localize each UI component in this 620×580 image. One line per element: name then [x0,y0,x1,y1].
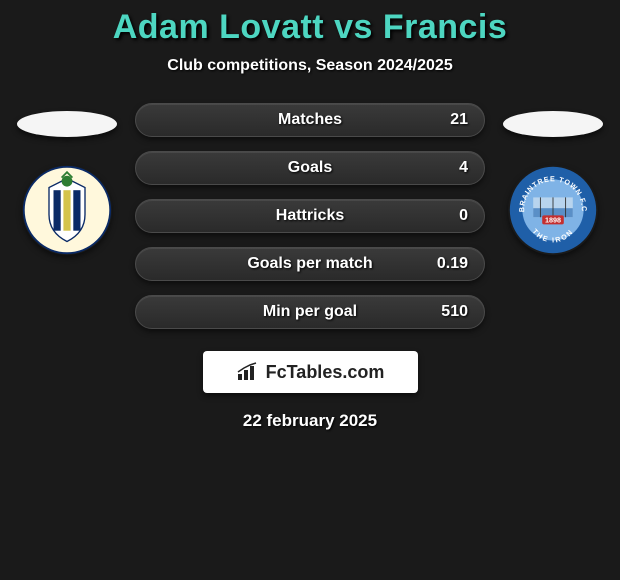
stat-label: Hattricks [276,207,344,225]
logo-text: FcTables.com [266,362,385,383]
stat-label: Goals per match [247,255,372,273]
right-player-placeholder [503,111,603,137]
page-title: Adam Lovatt vs Francis [0,8,620,47]
stat-bar-goals-per-match: Goals per match 0.19 [135,247,485,281]
stat-right: 4 [459,159,468,177]
stat-right: 0 [459,207,468,225]
stat-bar-min-per-goal: Min per goal 510 [135,295,485,329]
stat-label: Min per goal [263,303,357,321]
subtitle: Club competitions, Season 2024/2025 [0,57,620,75]
stat-right: 0.19 [437,255,468,273]
right-club-badge: BRAINTREE TOWN F.C THE IRON 1898 [508,165,598,255]
main-row: Matches 21 Goals 4 Hattricks 0 Goals per… [0,103,620,329]
source-logo[interactable]: FcTables.com [203,351,418,393]
left-player-placeholder [17,111,117,137]
left-player-col [17,103,117,255]
stat-bar-matches: Matches 21 [135,103,485,137]
club-year: 1898 [545,216,561,225]
stat-bar-hattricks: Hattricks 0 [135,199,485,233]
stat-right: 510 [441,303,468,321]
left-club-badge [22,165,112,255]
right-player-col: BRAINTREE TOWN F.C THE IRON 1898 [503,103,603,255]
stats-column: Matches 21 Goals 4 Hattricks 0 Goals per… [135,103,485,329]
chart-icon [236,362,260,382]
stat-bar-goals: Goals 4 [135,151,485,185]
stat-label: Matches [278,111,342,129]
date-text: 22 february 2025 [0,411,620,431]
stat-label: Goals [288,159,332,177]
comparison-card: Adam Lovatt vs Francis Club competitions… [0,0,620,431]
stat-right: 21 [450,111,468,129]
